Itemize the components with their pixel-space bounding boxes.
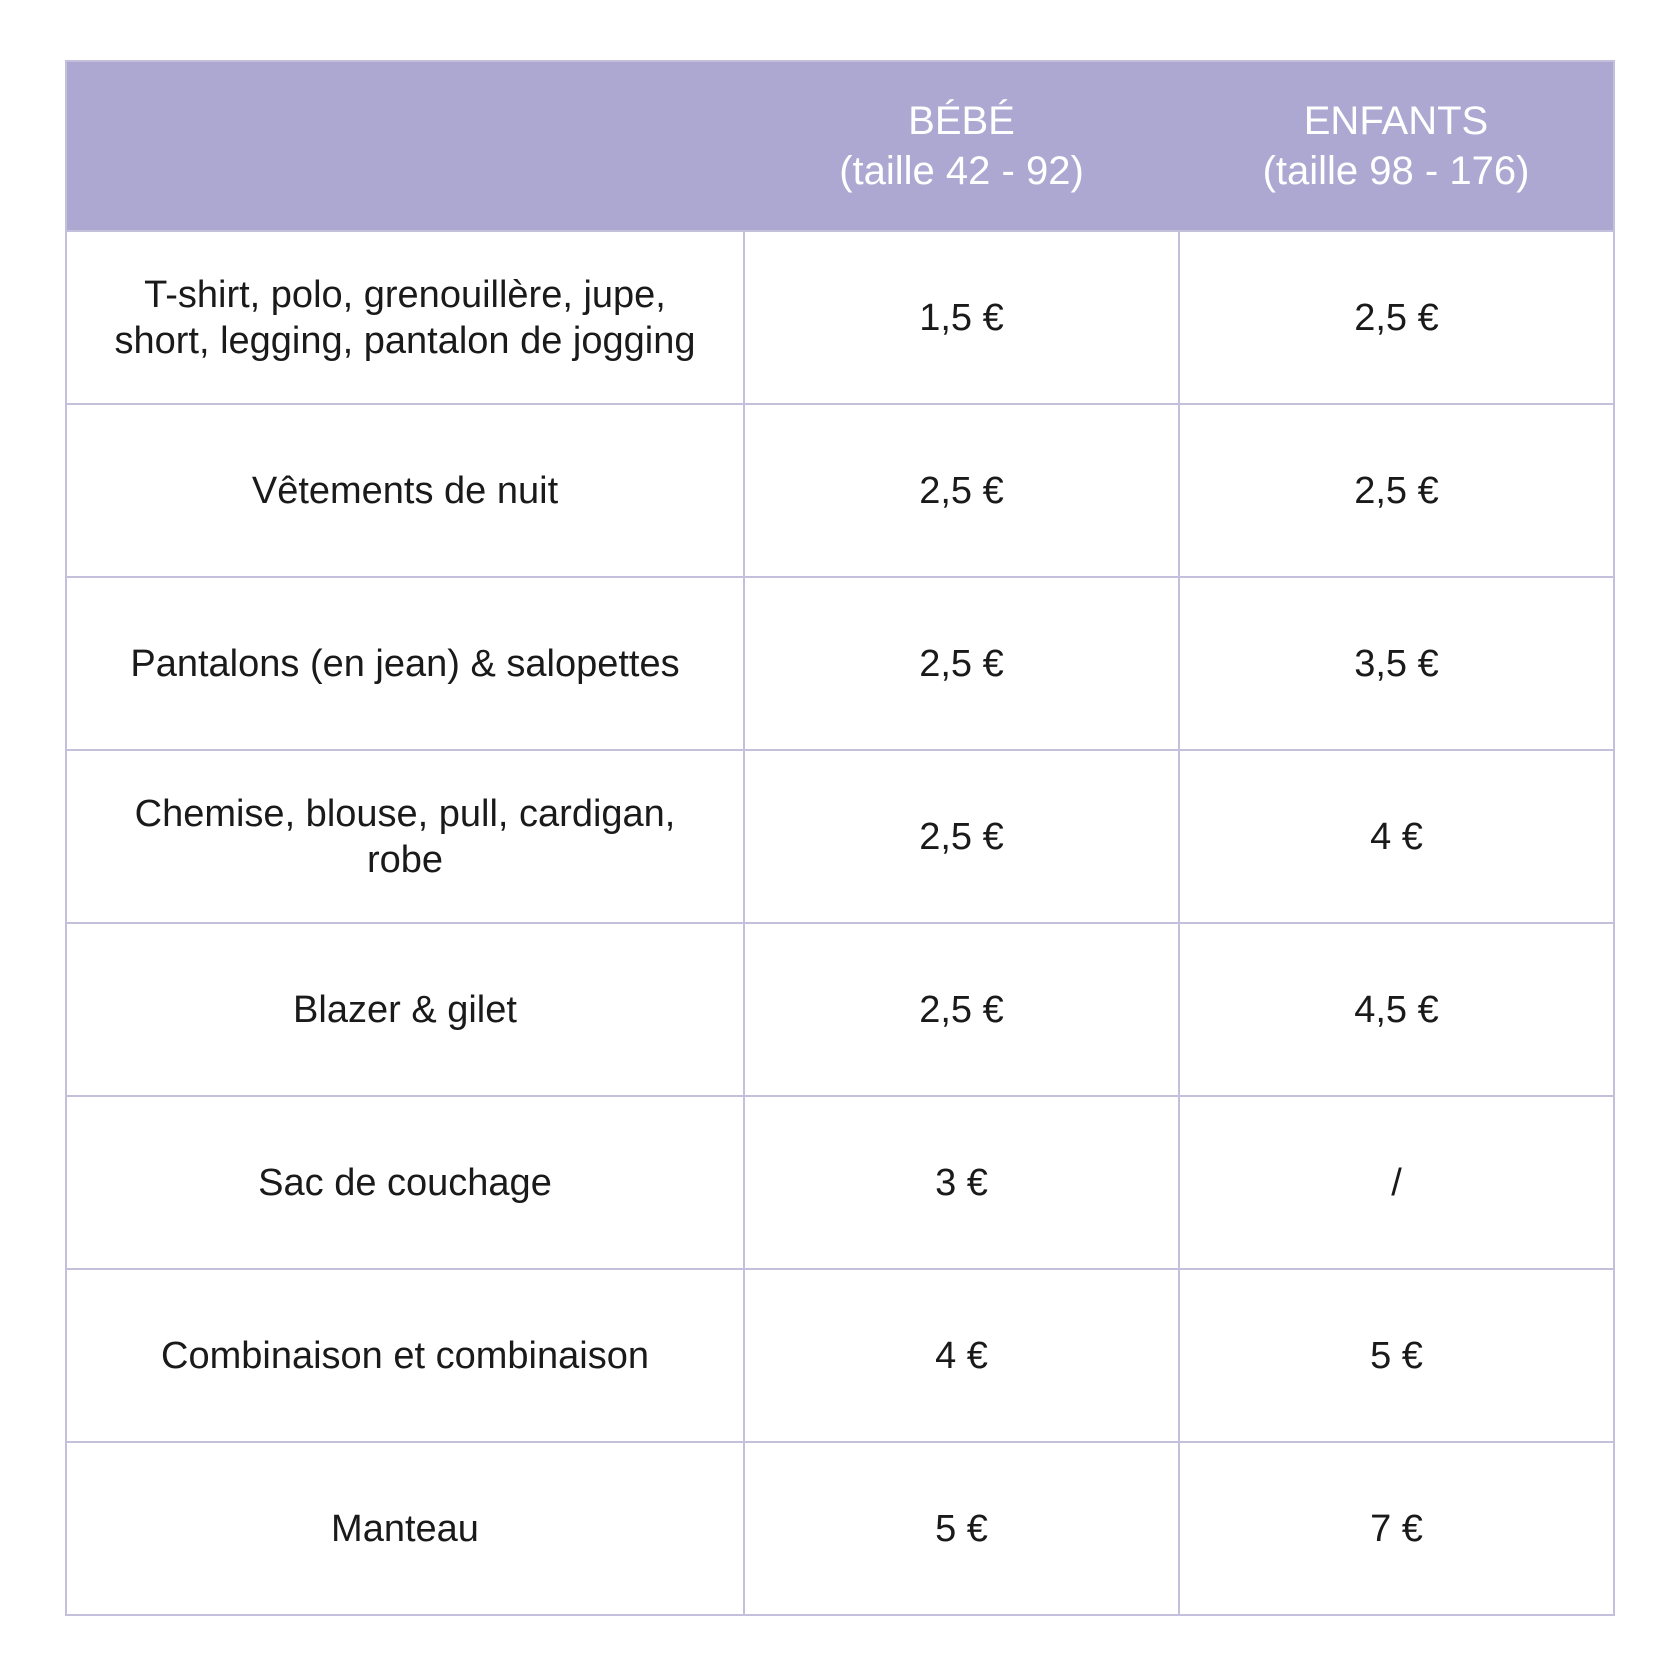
header-cell-enfants: ENFANTS (taille 98 - 176): [1179, 61, 1614, 231]
price-enfants: 5 €: [1178, 1268, 1615, 1443]
table-row: T-shirt, polo, grenouillère, jupe, short…: [65, 230, 1615, 405]
price-bebe: 2,5 €: [743, 922, 1180, 1097]
price-enfants: 2,5 €: [1178, 403, 1615, 578]
item-name: Chemise, blouse, pull, cardigan, robe: [65, 749, 745, 924]
item-name: T-shirt, polo, grenouillère, jupe, short…: [65, 230, 745, 405]
table-row: Sac de couchage 3 € /: [65, 1095, 1615, 1270]
price-bebe: 1,5 €: [743, 230, 1180, 405]
header-cell-item: [66, 61, 744, 231]
header-enfants-title: ENFANTS: [1303, 99, 1489, 143]
price-bebe: 2,5 €: [743, 576, 1180, 751]
price-enfants: 3,5 €: [1178, 576, 1615, 751]
item-name: Vêtements de nuit: [65, 403, 745, 578]
header-cell-bebe: BÉBÉ (taille 42 - 92): [744, 61, 1179, 231]
table-row: Pantalons (en jean) & salopettes 2,5 € 3…: [65, 576, 1615, 751]
table-body: T-shirt, polo, grenouillère, jupe, short…: [65, 230, 1615, 1616]
price-enfants: 7 €: [1178, 1441, 1615, 1616]
header-bebe-title: BÉBÉ: [908, 99, 1015, 143]
header-enfants-size-range: (taille 98 - 176): [1262, 149, 1530, 193]
price-bebe: 4 €: [743, 1268, 1180, 1443]
table-row: Manteau 5 € 7 €: [65, 1441, 1615, 1616]
header-row: BÉBÉ (taille 42 - 92) ENFANTS (taille 98…: [66, 61, 1614, 231]
price-bebe: 2,5 €: [743, 749, 1180, 924]
price-table: BÉBÉ (taille 42 - 92) ENFANTS (taille 98…: [65, 60, 1615, 1616]
table-row: Chemise, blouse, pull, cardigan, robe 2,…: [65, 749, 1615, 924]
table-header: BÉBÉ (taille 42 - 92) ENFANTS (taille 98…: [66, 61, 1614, 231]
price-enfants: 4,5 €: [1178, 922, 1615, 1097]
price-enfants: /: [1178, 1095, 1615, 1270]
price-enfants: 2,5 €: [1178, 230, 1615, 405]
price-enfants: 4 €: [1178, 749, 1615, 924]
item-name: Pantalons (en jean) & salopettes: [65, 576, 745, 751]
table-row: Vêtements de nuit 2,5 € 2,5 €: [65, 403, 1615, 578]
item-name: Blazer & gilet: [65, 922, 745, 1097]
price-bebe: 3 €: [743, 1095, 1180, 1270]
price-bebe: 2,5 €: [743, 403, 1180, 578]
table-row: Blazer & gilet 2,5 € 4,5 €: [65, 922, 1615, 1097]
item-name: Combinaison et combinaison: [65, 1268, 745, 1443]
header-bebe-size-range: (taille 42 - 92): [839, 149, 1084, 193]
price-bebe: 5 €: [743, 1441, 1180, 1616]
item-name: Manteau: [65, 1441, 745, 1616]
table-row: Combinaison et combinaison 4 € 5 €: [65, 1268, 1615, 1443]
item-name: Sac de couchage: [65, 1095, 745, 1270]
